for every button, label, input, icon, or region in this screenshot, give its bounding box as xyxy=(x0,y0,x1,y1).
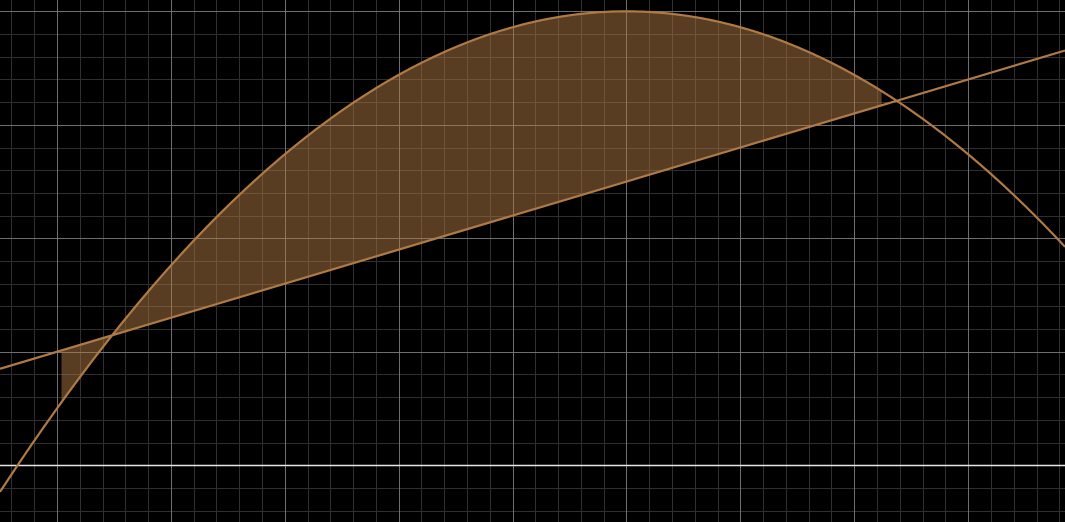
series-layer xyxy=(0,10,1065,493)
shaded-region xyxy=(61,11,882,403)
series-line-parabola xyxy=(0,10,1065,493)
series-line-straight xyxy=(0,49,1065,370)
